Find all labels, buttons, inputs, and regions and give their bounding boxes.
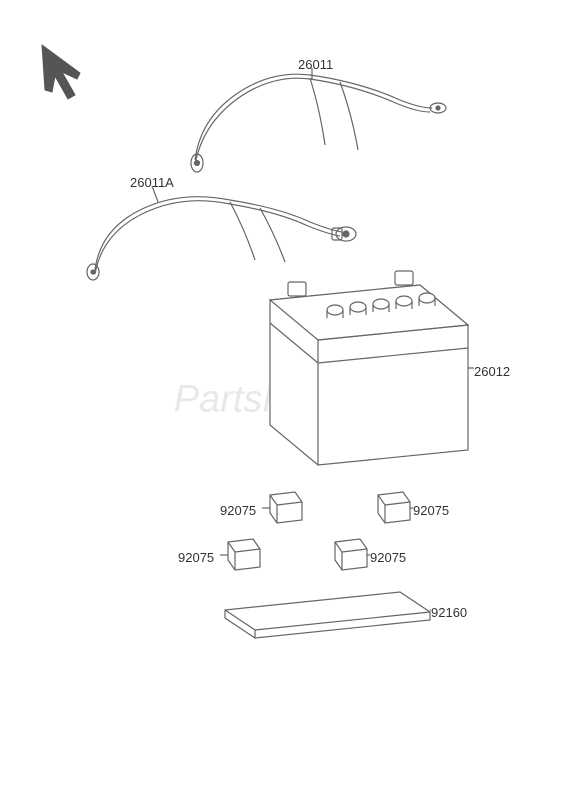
wire-26011 bbox=[191, 68, 446, 172]
pads-92075 bbox=[220, 492, 413, 570]
diagram-container: PartsRepublik bbox=[0, 0, 584, 800]
arrow-icon bbox=[42, 45, 80, 99]
parts-diagram-svg bbox=[0, 0, 584, 800]
wire-26011a bbox=[87, 186, 356, 280]
plate-92160 bbox=[225, 592, 431, 638]
battery bbox=[270, 271, 474, 465]
